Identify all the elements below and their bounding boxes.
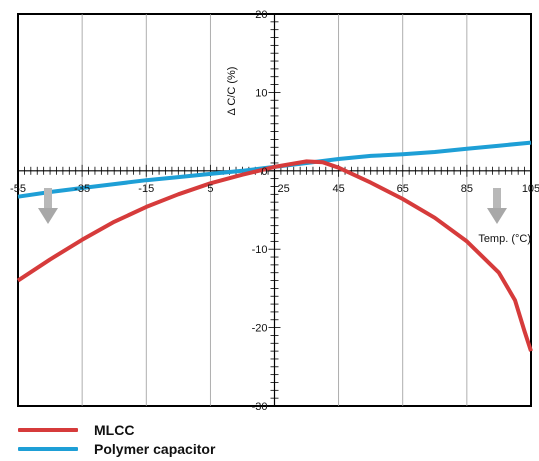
x-tick-label: 85 <box>461 183 473 195</box>
y-tick-label: 0 <box>261 166 267 178</box>
y-tick-label: 10 <box>255 87 267 99</box>
tick-marks <box>17 13 532 407</box>
x-tick-label: 105 <box>522 183 539 195</box>
y-tick-label: -20 <box>252 323 268 335</box>
y-tick-label: -30 <box>252 401 268 413</box>
grid-lines <box>81 14 468 406</box>
legend: MLCC Polymer capacitor <box>18 420 215 458</box>
x-tick-label: 65 <box>397 183 409 195</box>
y-tick-label: 20 <box>255 9 267 21</box>
x-tick-label: 45 <box>333 183 345 195</box>
legend-item-mlcc: MLCC <box>18 420 215 439</box>
right-down-arrow-icon <box>487 188 507 224</box>
legend-swatch-polymer <box>18 446 78 451</box>
x-tick-label: -15 <box>138 183 154 195</box>
x-axis-title: Temp. (°C) <box>478 233 531 245</box>
legend-item-polymer: Polymer capacitor <box>18 439 215 458</box>
y-axis-title: Δ C/C (%) <box>226 67 238 116</box>
legend-label-mlcc: MLCC <box>94 421 135 438</box>
series-lines <box>16 140 533 352</box>
arrows <box>38 188 507 224</box>
y-tick-label: -10 <box>252 244 268 256</box>
legend-label-polymer: Polymer capacitor <box>94 440 216 457</box>
left-down-arrow-icon <box>38 188 58 224</box>
x-tick-label: -35 <box>74 183 90 195</box>
legend-swatch-mlcc <box>18 427 78 432</box>
tick-labels: -55 -35 -15 5 45 65 85 105 25 20 10 0 -10 -20 -30 <box>10 9 539 413</box>
x-tick-label: -55 <box>10 183 26 195</box>
x-tick-label: 25 <box>278 183 290 195</box>
x-tick-label: 5 <box>207 183 213 195</box>
series-line-mlcc <box>16 159 533 352</box>
